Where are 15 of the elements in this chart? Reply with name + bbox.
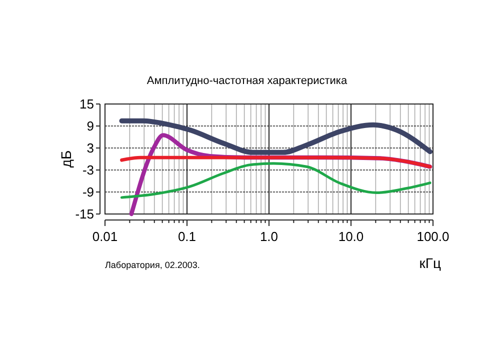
y-tick-label: -3	[82, 162, 94, 178]
y-tick-label: -15	[75, 206, 94, 222]
y-tick-label: 3	[86, 140, 94, 156]
x-tick-label: 1.0	[260, 229, 278, 244]
y-tick-label: 15	[80, 96, 94, 112]
y-tick-label: 9	[86, 118, 94, 134]
y-tick-label: -9	[82, 184, 94, 200]
x-tick-label: 10.0	[338, 229, 364, 244]
x-axis-title: кГц	[419, 255, 441, 271]
text: Лаборатория, 02.2003.	[105, 260, 200, 270]
y-axis-title: дБ	[58, 150, 74, 168]
x-tick-label: 100.0	[416, 229, 450, 244]
x-tick-label: 0.01	[92, 229, 118, 244]
x-tick-label: 0.1	[178, 229, 196, 244]
chart-title: Амплитудно-частотная характеристика	[146, 75, 348, 87]
